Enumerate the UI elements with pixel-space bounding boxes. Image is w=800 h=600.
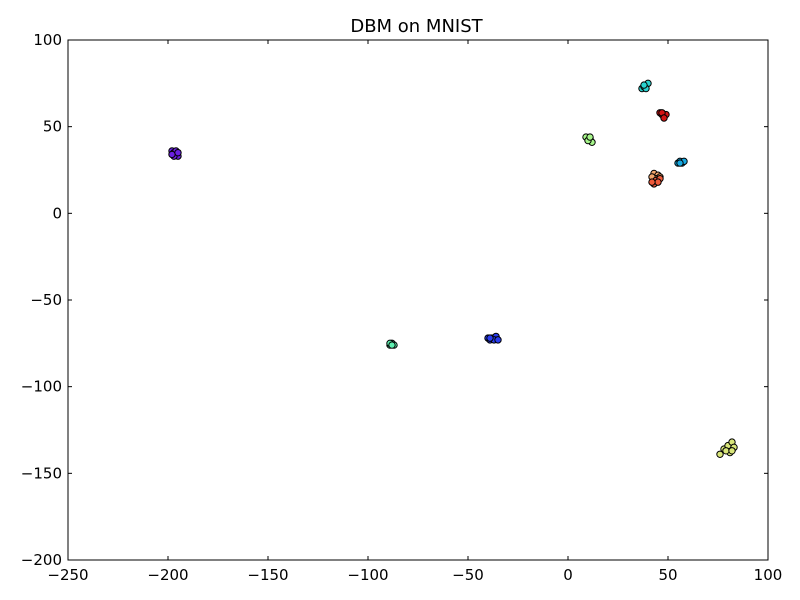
cluster-6 (716, 438, 738, 458)
x-tick-label: −50 (452, 566, 484, 584)
scatter-point (716, 450, 724, 458)
x-tick-label: 50 (658, 566, 677, 584)
x-tick-label: −150 (247, 566, 288, 584)
y-tick-label: −50 (30, 291, 62, 309)
ticks-layer: −250 −200 −150 −100 −50 0 50 100−200−150−100−50… (21, 31, 783, 584)
scatter-point (168, 150, 176, 159)
cluster-0 (168, 147, 182, 160)
x-tick-label: −200 (147, 566, 188, 584)
scatter-point (722, 447, 730, 455)
cluster-9 (656, 109, 670, 122)
scatter-point (640, 81, 648, 89)
scatter-point (174, 148, 182, 157)
points-layer (168, 79, 738, 458)
cluster-3 (638, 79, 652, 93)
scatter-point (676, 159, 684, 167)
cluster-4 (386, 339, 398, 349)
cluster-2 (674, 157, 688, 167)
y-tick-label: −100 (21, 378, 62, 396)
x-tick-label: −100 (347, 566, 388, 584)
scatter-point (654, 178, 662, 186)
scatter-point (388, 341, 396, 349)
scatter-point (586, 133, 594, 141)
cluster-1 (484, 332, 502, 344)
y-tick-label: 100 (33, 31, 62, 49)
scatter-point (648, 178, 656, 186)
y-tick-label: −150 (21, 464, 62, 482)
scatter-point (486, 334, 494, 342)
x-tick-label: 0 (563, 566, 573, 584)
axes-frame (67, 39, 769, 561)
x-tick-label: −250 (47, 566, 88, 584)
chart-title: DBM on MNIST (350, 16, 483, 37)
scatter-point (728, 447, 736, 455)
y-tick-label: 50 (43, 118, 62, 136)
y-tick-label: 0 (52, 204, 62, 222)
cluster-5 (582, 133, 596, 146)
scatter-point (660, 114, 668, 122)
y-tick-label: −200 (21, 551, 62, 569)
cluster-8 (648, 174, 664, 188)
scatter-point (494, 336, 502, 344)
x-tick-label: 100 (754, 566, 783, 584)
